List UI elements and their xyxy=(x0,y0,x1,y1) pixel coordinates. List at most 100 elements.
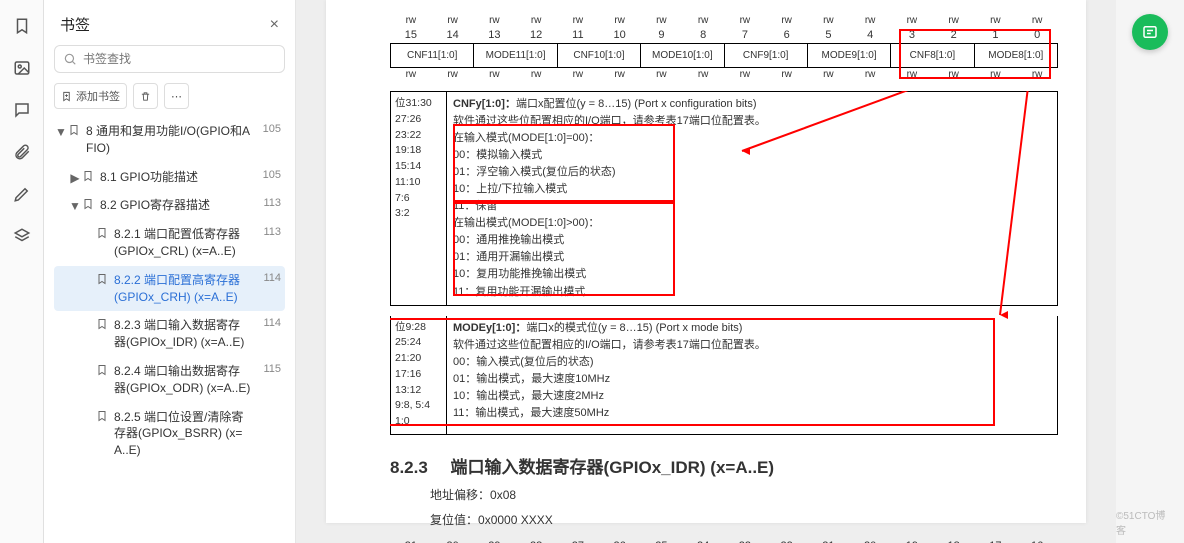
rw-label: rw xyxy=(1016,14,1058,27)
bit-number: 9 xyxy=(641,27,683,43)
rw-label: rw xyxy=(808,14,850,27)
bit-number: 25 xyxy=(641,538,683,543)
bit-number: 24 xyxy=(682,538,724,543)
assist-fab[interactable] xyxy=(1132,14,1168,50)
bit-number: 6 xyxy=(766,27,808,43)
bookmark-icon xyxy=(82,198,96,213)
rw-label: rw xyxy=(515,14,557,27)
bit-number: 21 xyxy=(808,538,850,543)
rw-label: rw xyxy=(724,14,766,27)
bit-number: 5 xyxy=(808,27,850,43)
bookmark-n3[interactable]: 8.2.1 端口配置低寄存器(GPIOx_CRL) (x=A..E)113 xyxy=(54,220,285,266)
mode-description: MODEy[1:0]：端口x的模式位(y = 8…15) (Port x mod… xyxy=(447,316,1058,435)
cnf-row: 位31:3027:2623:2219:1815:1411:107:63:2 CN… xyxy=(390,91,1058,306)
bit-number: 15 xyxy=(390,27,432,43)
register-field: CNF9[1:0] xyxy=(725,44,808,68)
bit-number: 3 xyxy=(891,27,933,43)
rw-label: rw xyxy=(849,68,891,81)
document-viewport[interactable]: rwrwrwrwrwrwrwrwrwrwrwrwrwrwrwrw 1514131… xyxy=(296,0,1116,543)
rw-label: rw xyxy=(933,68,975,81)
bit-number: 28 xyxy=(515,538,557,543)
bit-number: 4 xyxy=(849,27,891,43)
delete-bookmark-button[interactable] xyxy=(133,83,158,109)
rw-label: rw xyxy=(766,68,808,81)
bookmark-icon[interactable] xyxy=(12,16,32,36)
bookmark-tree: ▼8 通用和复用功能I/O(GPIO和AFIO)105▶8.1 GPIO功能描述… xyxy=(54,117,285,543)
bookmark-n5[interactable]: 8.2.3 端口输入数据寄存器(GPIOx_IDR) (x=A..E)114 xyxy=(54,311,285,357)
comment-icon[interactable] xyxy=(12,100,32,120)
search-input-wrap[interactable] xyxy=(54,45,285,73)
bit-number: 26 xyxy=(599,538,641,543)
rw-label: rw xyxy=(975,14,1017,27)
bit-number: 14 xyxy=(432,27,474,43)
bookmark-page: 105 xyxy=(251,123,281,135)
rw-label: rw xyxy=(432,14,474,27)
rw-label: rw xyxy=(933,14,975,27)
mode-row: 位9:2825:2421:2017:1613:129:8, 5:41:0 MOD… xyxy=(390,316,1058,435)
bookmark-page: 113 xyxy=(251,197,281,209)
bit-number: 20 xyxy=(849,538,891,543)
search-icon xyxy=(63,52,77,66)
caret-icon: ▼ xyxy=(54,125,68,139)
rw-label: rw xyxy=(849,14,891,27)
close-icon[interactable]: × xyxy=(270,16,279,34)
bookmark-n1[interactable]: ▶8.1 GPIO功能描述105 xyxy=(54,163,285,192)
bookmark-n7[interactable]: 8.2.5 端口位设置/清除寄存器(GPIOx_BSRR) (x=A..E) xyxy=(54,403,285,465)
register-field: MODE11[1:0] xyxy=(474,44,557,68)
caret-icon: ▼ xyxy=(68,199,82,213)
bit-number: 10 xyxy=(599,27,641,43)
address-offset: 地址偏移：0x08 xyxy=(430,486,1058,503)
bookmark-n0[interactable]: ▼8 通用和复用功能I/O(GPIO和AFIO)105 xyxy=(54,117,285,163)
search-input[interactable] xyxy=(83,52,276,66)
add-bookmark-button[interactable]: 添加书签 xyxy=(54,83,127,109)
bookmark-label: 8.2 GPIO寄存器描述 xyxy=(100,197,251,214)
pen-icon[interactable] xyxy=(12,184,32,204)
section-number: 8.2.3 xyxy=(390,458,428,478)
rw-label: rw xyxy=(432,68,474,81)
bookmark-n6[interactable]: 8.2.4 端口输出数据寄存器(GPIOx_ODR) (x=A..E)115 xyxy=(54,357,285,403)
more-button[interactable]: ⋯ xyxy=(164,83,189,109)
right-rail: ©51CTO博客 xyxy=(1116,0,1184,543)
attachment-icon[interactable] xyxy=(12,142,32,162)
rw-label: rw xyxy=(557,68,599,81)
rw-label: rw xyxy=(975,68,1017,81)
bookmark-n4[interactable]: 8.2.2 端口配置高寄存器(GPIOx_CRH) (x=A..E)114 xyxy=(54,266,285,312)
bit-number: 11 xyxy=(557,27,599,43)
bit-number: 29 xyxy=(474,538,516,543)
register-field: CNF11[1:0] xyxy=(391,44,474,68)
bookmark-label: 8.2.1 端口配置低寄存器(GPIOx_CRL) (x=A..E) xyxy=(114,226,251,260)
bookmark-icon xyxy=(68,124,82,139)
rw-label: rw xyxy=(641,14,683,27)
rw-label: rw xyxy=(641,68,683,81)
section-heading: 8.2.3 端口输入数据寄存器(GPIOx_IDR) (x=A..E) xyxy=(390,453,1058,478)
rw-label: rw xyxy=(474,68,516,81)
rw-label: rw xyxy=(808,68,850,81)
rw-label: rw xyxy=(1016,68,1058,81)
bookmark-n2[interactable]: ▼ 8.2 GPIO寄存器描述113 xyxy=(54,191,285,220)
image-icon[interactable] xyxy=(12,58,32,78)
bit-number: 12 xyxy=(515,27,557,43)
mode-bit-positions: 位9:2825:2421:2017:1613:129:8, 5:41:0 xyxy=(391,316,447,435)
register-diagram: rwrwrwrwrwrwrwrwrwrwrwrwrwrwrwrw 1514131… xyxy=(390,14,1058,81)
bit-numbers-low: 31302928272625242322212019181716 xyxy=(390,538,1058,543)
left-rail xyxy=(0,0,44,543)
register-field: MODE10[1:0] xyxy=(641,44,724,68)
bookmark-page: 113 xyxy=(251,226,281,238)
bit-number: 22 xyxy=(766,538,808,543)
bookmark-icon xyxy=(96,273,110,288)
bookmark-label: 8.2.2 端口配置高寄存器(GPIOx_CRH) (x=A..E) xyxy=(114,272,251,306)
bookmark-label: 8.2.4 端口输出数据寄存器(GPIOx_ODR) (x=A..E) xyxy=(114,363,251,397)
rw-label: rw xyxy=(557,14,599,27)
bookmark-icon xyxy=(96,227,110,242)
bookmark-icon xyxy=(96,318,110,333)
layers-icon[interactable] xyxy=(12,226,32,246)
rw-label: rw xyxy=(474,14,516,27)
rw-label: rw xyxy=(766,14,808,27)
bit-number: 8 xyxy=(682,27,724,43)
bit-number: 1 xyxy=(975,27,1017,43)
rw-label: rw xyxy=(390,14,432,27)
bookmark-page: 115 xyxy=(251,363,281,375)
bit-number: 27 xyxy=(557,538,599,543)
bit-number: 31 xyxy=(390,538,432,543)
register-field: MODE8[1:0] xyxy=(975,44,1058,68)
